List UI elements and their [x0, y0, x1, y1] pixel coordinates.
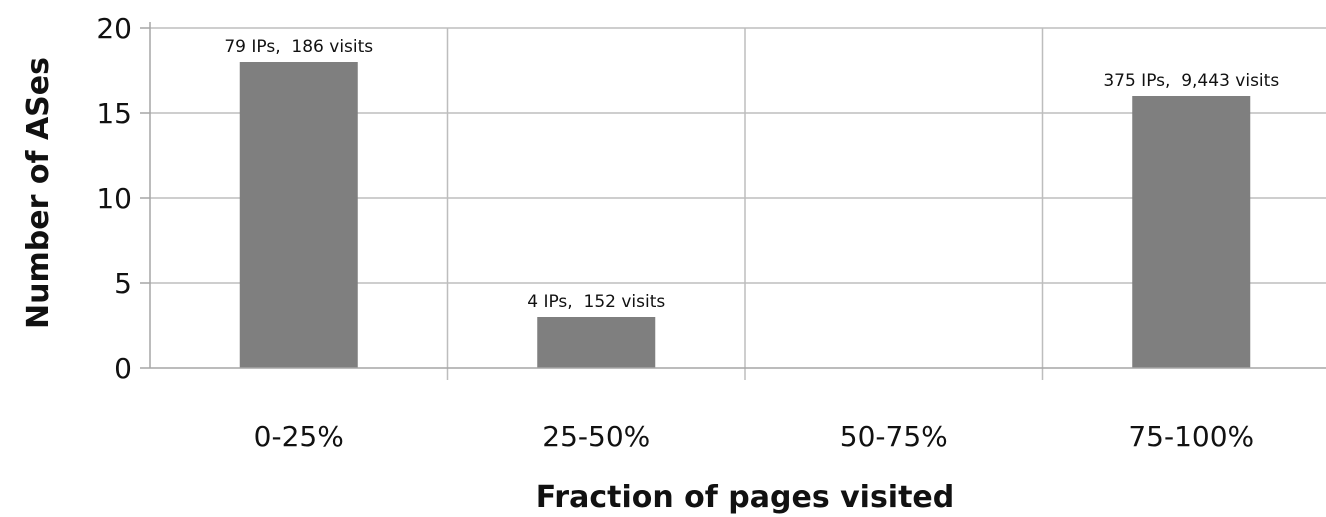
x-tick-label: 0-25% — [254, 420, 344, 453]
y-tick-label: 15 — [96, 97, 132, 130]
bar — [537, 317, 655, 368]
data-label: 79 IPs, 186 visits — [224, 37, 373, 57]
y-tick-label: 5 — [114, 267, 132, 300]
bar — [240, 62, 358, 368]
x-axis-title: Fraction of pages visited — [536, 480, 955, 515]
x-tick-label: 75-100% — [1128, 420, 1254, 453]
x-tick-label: 50-75% — [840, 420, 948, 453]
y-tick-label: 0 — [114, 352, 132, 385]
y-tick-label: 20 — [96, 12, 132, 45]
data-label: 375 IPs, 9,443 visits — [1103, 71, 1279, 91]
data-label: 4 IPs, 152 visits — [527, 292, 665, 312]
bar — [1132, 96, 1250, 368]
x-tick-label: 25-50% — [542, 420, 650, 453]
y-tick-label: 10 — [96, 182, 132, 215]
y-axis-title: Number of ASes — [21, 57, 56, 329]
